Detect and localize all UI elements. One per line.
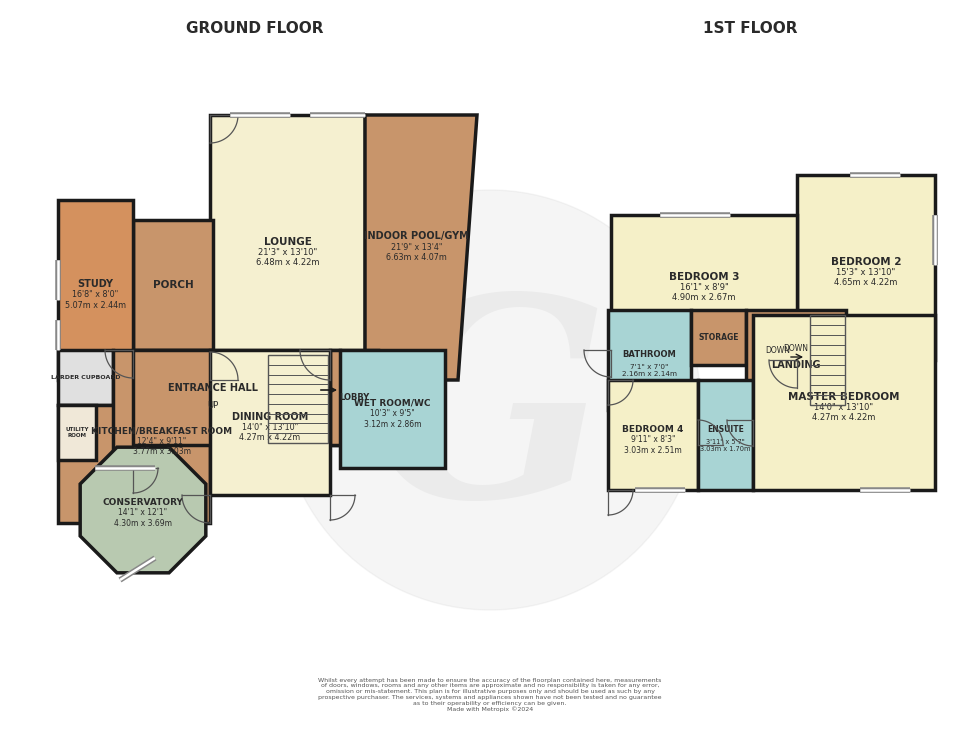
Text: 9'11" x 8'3"
3.03m x 2.51m: 9'11" x 8'3" 3.03m x 2.51m: [624, 435, 682, 455]
Text: 1ST FLOOR: 1ST FLOOR: [703, 20, 798, 35]
Bar: [210, 350, 330, 495]
Text: INDOOR POOL/GYM: INDOOR POOL/GYM: [364, 230, 468, 241]
Text: 21'3" x 13'10"
6.48m x 4.22m: 21'3" x 13'10" 6.48m x 4.22m: [256, 248, 319, 267]
Text: UTILITY
ROOM: UTILITY ROOM: [66, 427, 89, 438]
Bar: [330, 350, 378, 445]
Text: LOBBY: LOBBY: [339, 393, 369, 402]
Text: ENTRANCE HALL: ENTRANCE HALL: [168, 383, 258, 393]
Bar: [608, 310, 691, 410]
Text: 7'1" x 7'0"
2.16m x 2.14m: 7'1" x 7'0" 2.16m x 2.14m: [622, 364, 677, 376]
Text: UP: UP: [208, 400, 219, 409]
Text: DINING ROOM: DINING ROOM: [232, 411, 308, 422]
Bar: [698, 380, 753, 490]
Bar: [133, 350, 340, 445]
Text: STUDY: STUDY: [77, 279, 114, 289]
Polygon shape: [365, 115, 477, 380]
Text: PORCH: PORCH: [153, 280, 193, 290]
Bar: [608, 380, 698, 490]
Bar: [133, 220, 213, 350]
Bar: [58, 405, 155, 523]
Text: LARDER CUPBOARD: LARDER CUPBOARD: [51, 375, 121, 380]
Bar: [58, 405, 96, 460]
Bar: [753, 315, 935, 490]
Text: BEDROOM 2: BEDROOM 2: [831, 257, 902, 266]
Text: DOWN: DOWN: [783, 343, 808, 352]
Bar: [268, 355, 328, 443]
Text: CONSERVATORY: CONSERVATORY: [103, 497, 183, 506]
Bar: [340, 350, 445, 468]
Text: G: G: [371, 286, 609, 554]
Bar: [810, 315, 845, 405]
Bar: [113, 350, 210, 523]
Text: MASTER BEDROOM: MASTER BEDROOM: [788, 391, 900, 402]
Bar: [746, 310, 846, 410]
Text: 15'3" x 13'10"
4.65m x 4.22m: 15'3" x 13'10" 4.65m x 4.22m: [834, 268, 898, 287]
Text: 16'1" x 8'9"
4.90m x 2.67m: 16'1" x 8'9" 4.90m x 2.67m: [672, 283, 736, 302]
Bar: [691, 310, 746, 365]
Text: WET ROOM/WC: WET ROOM/WC: [354, 399, 431, 408]
Text: GROUND FLOOR: GROUND FLOOR: [186, 20, 323, 35]
Text: 16'8" x 8'0"
5.07m x 2.44m: 16'8" x 8'0" 5.07m x 2.44m: [65, 290, 126, 310]
Text: KITCHEN/BREAKFAST ROOM: KITCHEN/BREAKFAST ROOM: [91, 426, 232, 435]
Text: 14'1" x 12'1"
4.30m x 3.69m: 14'1" x 12'1" 4.30m x 3.69m: [114, 509, 172, 527]
Text: DOWN: DOWN: [765, 346, 790, 355]
Text: Whilst every attempt has been made to ensure the accuracy of the floorplan conta: Whilst every attempt has been made to en…: [318, 678, 662, 712]
Bar: [210, 115, 365, 380]
Text: LOUNGE: LOUNGE: [264, 236, 312, 247]
Text: 12'4" x 9'11"
3.77m x 3.03m: 12'4" x 9'11" 3.77m x 3.03m: [132, 437, 190, 456]
Text: 14'0" x 13'10"
4.27m x 4.22m: 14'0" x 13'10" 4.27m x 4.22m: [812, 403, 876, 422]
Text: BEDROOM 3: BEDROOM 3: [668, 272, 739, 281]
Bar: [611, 215, 797, 350]
Bar: [797, 175, 935, 360]
Text: 10'3" x 9'5"
3.12m x 2.86m: 10'3" x 9'5" 3.12m x 2.86m: [364, 409, 421, 429]
Circle shape: [280, 190, 700, 610]
Bar: [58, 350, 113, 405]
Text: 14'0" x 13'10"
4.27m x 4.22m: 14'0" x 13'10" 4.27m x 4.22m: [239, 423, 301, 442]
Text: 3'11" x 5'7"
3.03m x 1.70m: 3'11" x 5'7" 3.03m x 1.70m: [701, 438, 751, 452]
Bar: [58, 200, 133, 380]
Text: BATHROOM: BATHROOM: [622, 349, 676, 358]
Text: BEDROOM 4: BEDROOM 4: [622, 425, 684, 434]
Text: ENSUITE: ENSUITE: [707, 425, 744, 434]
Text: 21'9" x 13'4"
6.63m x 4.07m: 21'9" x 13'4" 6.63m x 4.07m: [386, 243, 447, 263]
Text: LANDING: LANDING: [771, 360, 821, 370]
Text: STORAGE: STORAGE: [698, 333, 739, 342]
Polygon shape: [80, 447, 206, 573]
